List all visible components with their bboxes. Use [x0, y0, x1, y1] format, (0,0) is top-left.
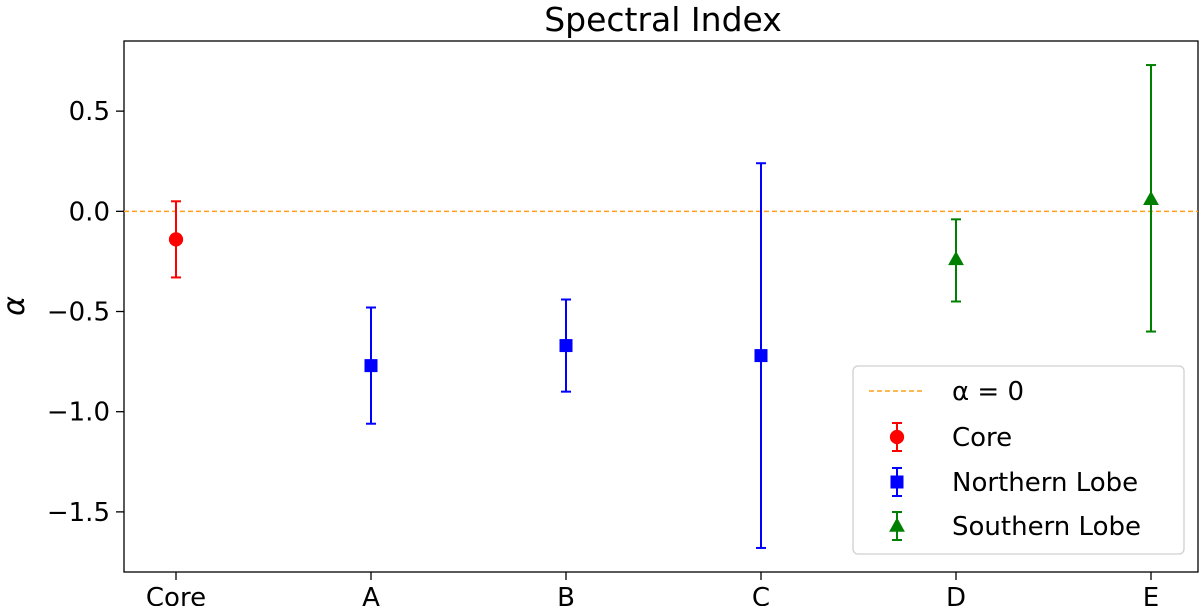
legend-box — [852, 365, 1185, 555]
y-tick-label: −0.5 — [47, 298, 110, 328]
x-tick-label: E — [1143, 583, 1159, 606]
legend: α = 0 Core Northern Lobe Southern Lobe — [852, 365, 1185, 555]
data-point-southern-lobe — [1143, 190, 1159, 206]
data-point-core — [168, 232, 184, 247]
x-tick-label: Core — [146, 583, 206, 606]
x-tick-label: B — [557, 583, 575, 606]
chart-title: Spectral Index — [544, 0, 782, 39]
y-tick-label: 0.0 — [69, 197, 110, 227]
y-axis-label: α — [0, 296, 32, 316]
data-point-southern-lobe — [948, 250, 964, 266]
x-tick-label: D — [946, 583, 966, 606]
legend-label-reference-line: α = 0 — [952, 377, 1024, 407]
legend-marker-southern-lobe — [889, 517, 905, 532]
legend-marker-core — [889, 429, 905, 445]
y-tick-label: −1.5 — [47, 498, 110, 528]
legend-label-core: Core — [952, 423, 1012, 453]
y-tick-label: −1.0 — [47, 398, 110, 428]
legend-label-northern-lobe: Northern Lobe — [952, 468, 1138, 498]
chart-marks: 0.5 0.0 −0.5 −1.0 −1.5 Core A B C D E — [47, 64, 1198, 606]
x-tick-label: C — [752, 583, 770, 606]
x-tick-label: A — [362, 583, 380, 606]
y-tick-label: 0.5 — [69, 97, 110, 127]
legend-marker-northern-lobe — [890, 475, 904, 489]
data-point-northern-lobe — [754, 349, 768, 363]
data-point-northern-lobe — [559, 339, 573, 353]
legend-label-southern-lobe: Southern Lobe — [952, 512, 1141, 542]
data-point-northern-lobe — [364, 359, 378, 373]
plot-frame — [123, 40, 1199, 573]
